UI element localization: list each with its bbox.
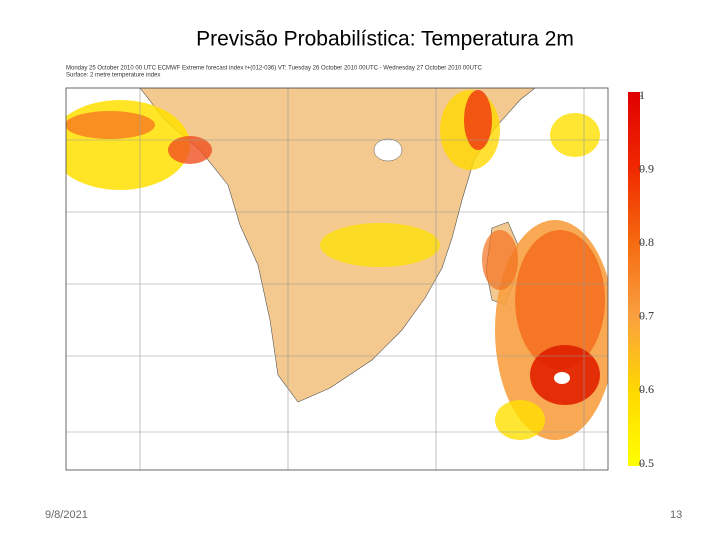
map bbox=[66, 88, 608, 470]
footer-date: 9/8/2021 bbox=[45, 509, 88, 521]
slide-title: Previsão Probabilística: Temperatura 2m bbox=[196, 28, 574, 51]
figure-caption: Monday 25 October 2010 00 UTC ECMWF Extr… bbox=[66, 66, 483, 72]
lake-victoria bbox=[373, 138, 403, 162]
figure-caption: Surface: 2 metre temperature index bbox=[66, 73, 160, 79]
colorbar-label: 0.6 bbox=[639, 382, 654, 396]
colorbar-label: 0.8 bbox=[639, 235, 654, 249]
colorbar bbox=[628, 92, 640, 466]
colorbar-label: 0.9 bbox=[639, 161, 654, 175]
colorbar-label: 0.5 bbox=[639, 456, 654, 470]
index-patches bbox=[66, 90, 608, 440]
page-number: 13 bbox=[670, 509, 682, 521]
map-frame bbox=[65, 87, 609, 471]
colorbar-label: 1 bbox=[639, 88, 645, 102]
colorbar-label: 0.7 bbox=[639, 309, 654, 323]
graticule bbox=[66, 88, 608, 470]
